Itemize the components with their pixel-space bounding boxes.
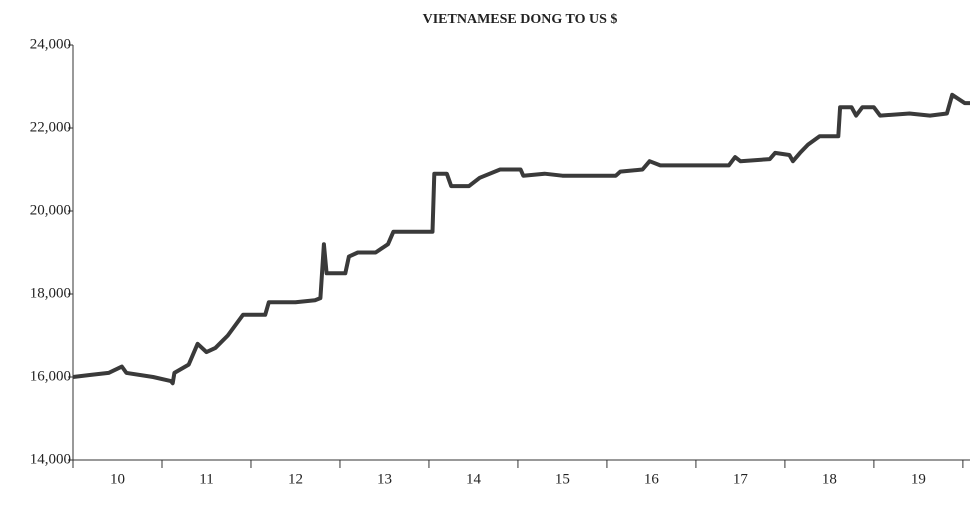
y-tick-label: 22,000	[30, 119, 71, 135]
y-tick-label: 20,000	[30, 202, 71, 218]
line-series	[72, 92, 970, 386]
x-tick-label: 14	[466, 471, 482, 487]
y-tick-label: 24,000	[30, 36, 71, 52]
x-tick-label: 19	[911, 471, 926, 487]
y-tick-label: 16,000	[30, 368, 71, 384]
y-tick-label: 18,000	[30, 285, 71, 301]
chart-title: VIETNAMESE DONG TO US $	[423, 12, 618, 27]
x-tick-label: 11	[199, 471, 213, 487]
x-tick-label: 17	[733, 471, 749, 487]
x-tick-label: 13	[377, 471, 392, 487]
y-tick-label: 14,000	[30, 451, 71, 467]
x-tick-label: 15	[555, 471, 570, 487]
x-tick-label: 10	[110, 471, 125, 487]
x-tick-label: 18	[822, 471, 837, 487]
x-tick-label: 16	[644, 471, 660, 487]
x-tick-label: 12	[288, 471, 303, 487]
